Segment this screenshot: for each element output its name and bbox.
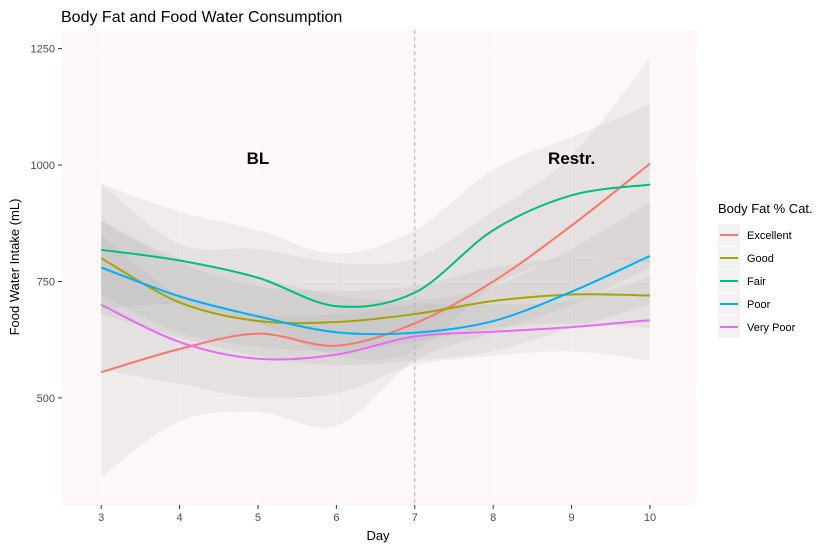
line-poor — [100, 254, 651, 336]
ribbon-fair — [101, 104, 650, 360]
legend-label: Very Poor — [747, 322, 796, 334]
y-tick-label: 750 — [37, 276, 55, 288]
x-tick-label: 7 — [412, 512, 418, 524]
legend-label: Fair — [747, 276, 766, 288]
annotations: BL Restr. — [247, 149, 596, 168]
ribbon-very-poor — [101, 234, 650, 399]
annotation-0: BL — [247, 149, 270, 168]
ribbon-poor — [101, 202, 650, 366]
x-tick-label: 9 — [569, 512, 575, 524]
y-axis-title: Food Water Intake (mL) — [7, 199, 22, 336]
x-tick-label: 10 — [644, 512, 656, 524]
line-fair — [101, 183, 651, 308]
ribbon-excellent — [101, 57, 650, 478]
legend-label: Poor — [747, 299, 771, 311]
legend-label: Excellent — [747, 230, 792, 242]
y-tick-label: 1000 — [31, 160, 55, 172]
x-tick-label: 4 — [177, 512, 183, 524]
chart-title: Body Fat and Food Water Consumption — [61, 9, 342, 26]
annotation-1: Restr. — [548, 149, 595, 168]
grid-lines — [62, 30, 697, 505]
x-axis-ticks: 3 4 5 6 7 8 9 10 — [98, 505, 656, 524]
plot-panel — [62, 30, 697, 505]
x-tick-label: 3 — [98, 512, 104, 524]
line-very-poor — [100, 303, 651, 361]
x-tick-label: 8 — [490, 512, 496, 524]
line-excellent — [100, 162, 651, 374]
legend-title: Body Fat % Cat. — [718, 201, 813, 216]
y-axis-ticks: 500 750 1000 1250 — [31, 44, 62, 405]
series-lines — [100, 162, 651, 374]
x-axis-title: Day — [366, 528, 390, 543]
x-tick-label: 5 — [255, 512, 261, 524]
y-tick-label: 500 — [37, 393, 55, 405]
y-tick-label: 1250 — [31, 44, 55, 56]
x-tick-label: 6 — [333, 512, 339, 524]
legend: Body Fat % Cat. Excellent Good Fair Poor Ver… — [718, 201, 813, 338]
legend-label: Good — [747, 253, 774, 265]
